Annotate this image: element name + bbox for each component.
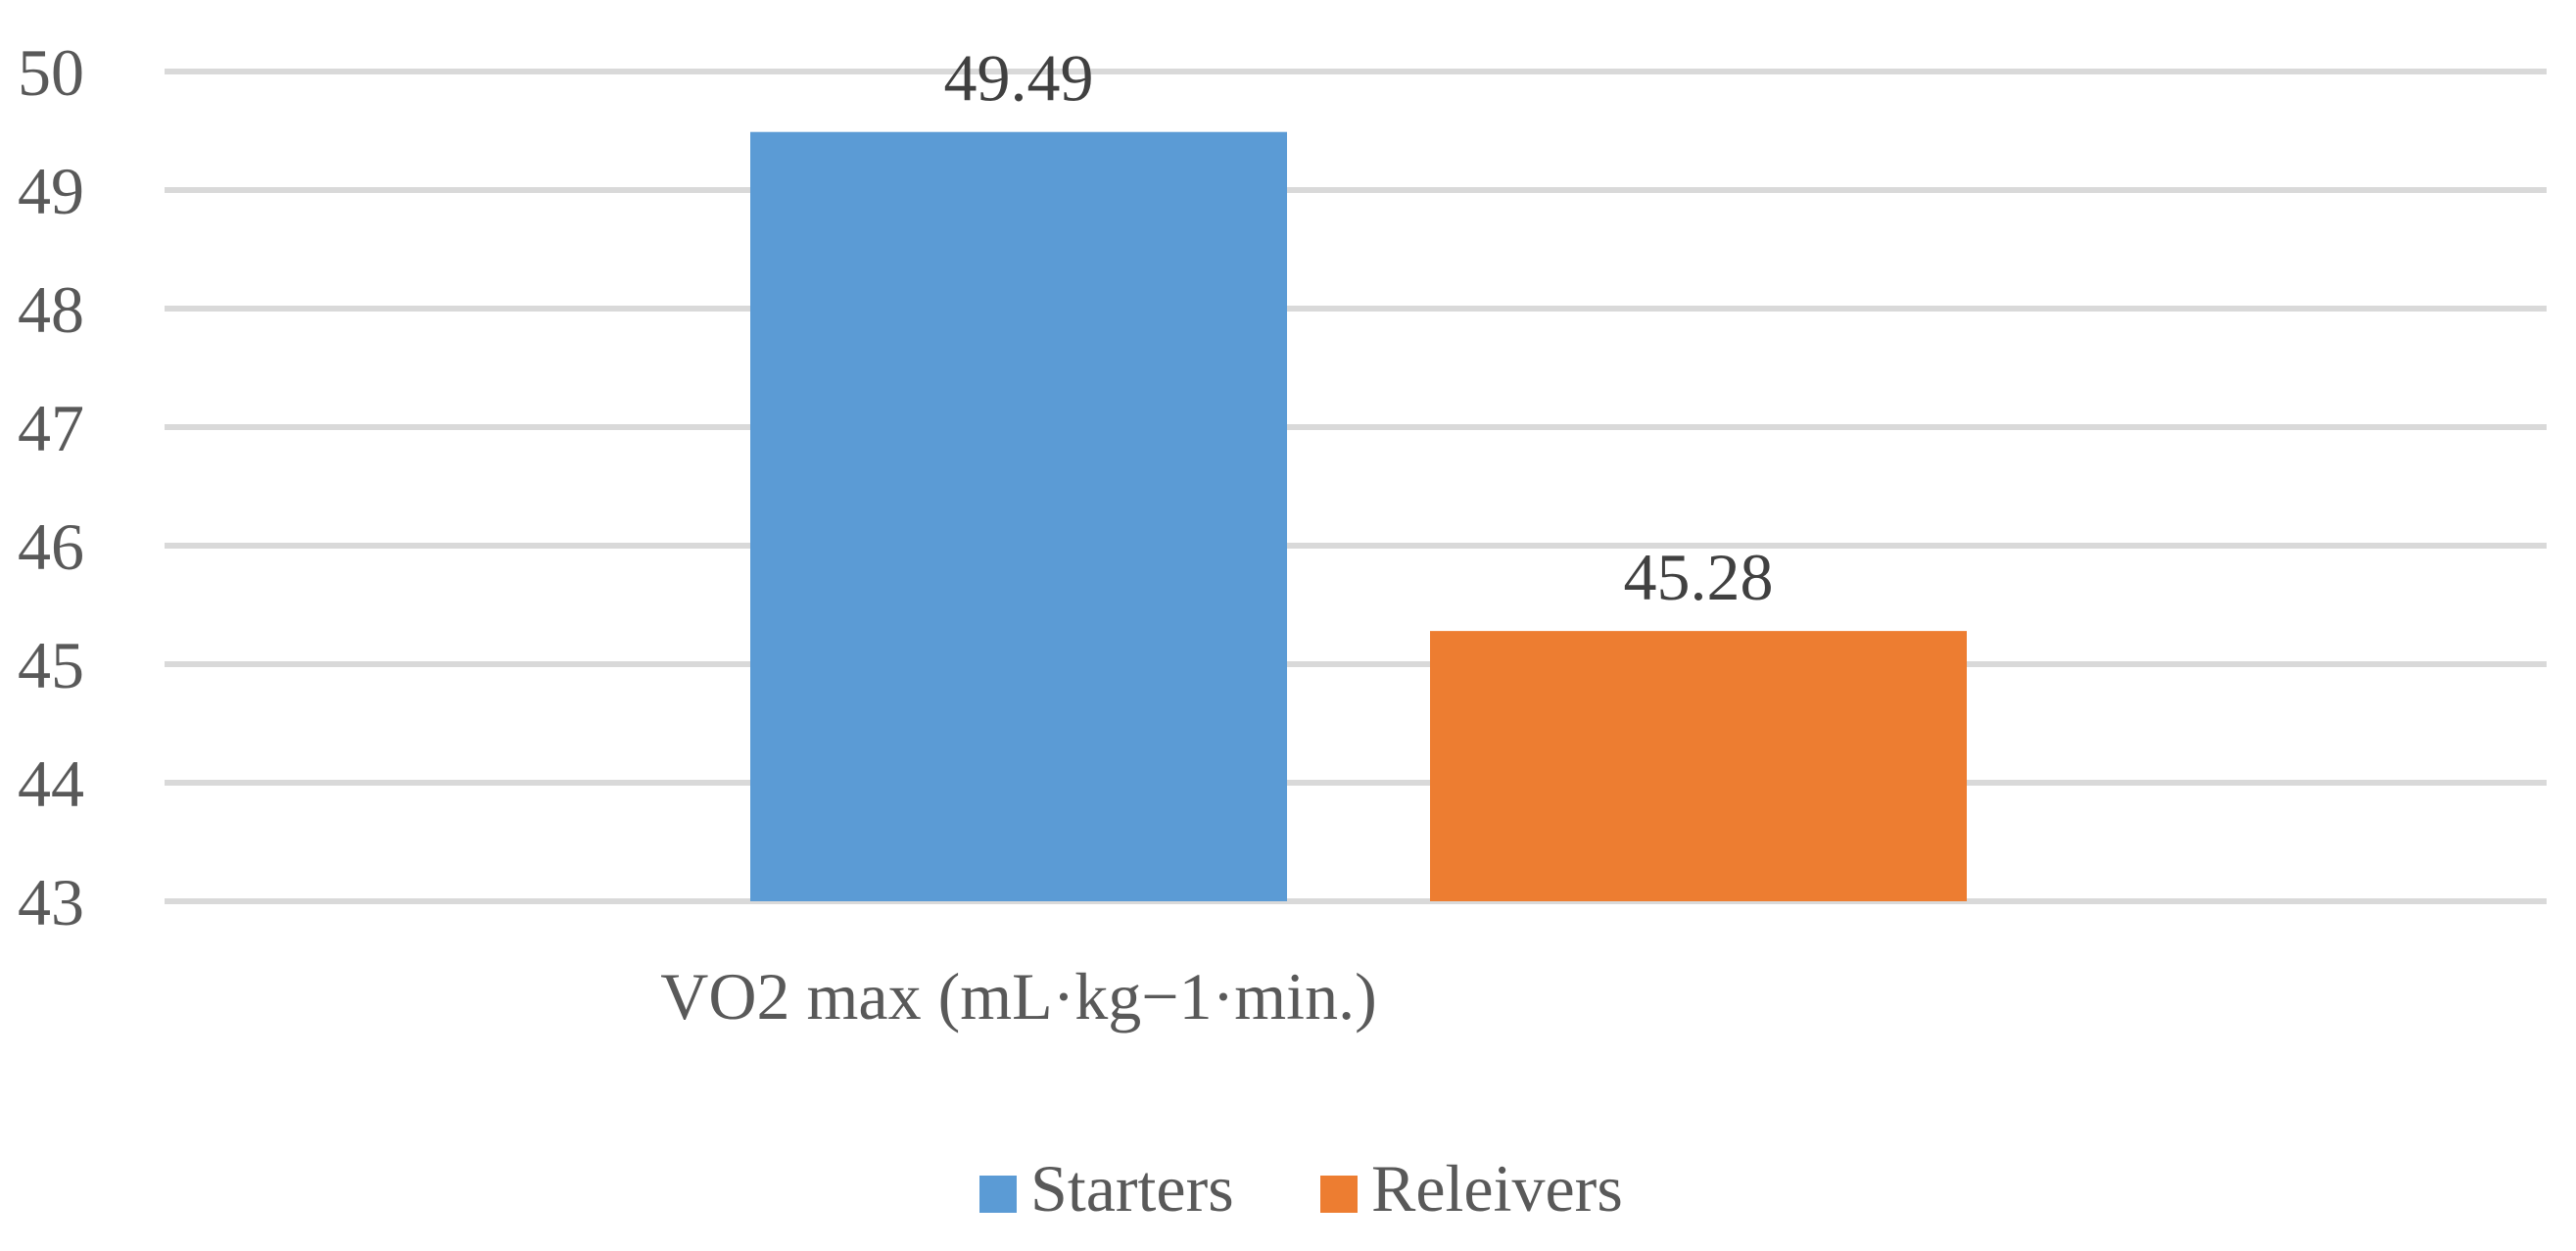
- y-tick-label: 43: [18, 865, 84, 939]
- legend-item-starters: Starters: [979, 1151, 1234, 1226]
- y-tick-label: 50: [18, 35, 84, 110]
- y-tick-label: 47: [18, 391, 84, 465]
- y-tick-label: 44: [18, 746, 84, 821]
- legend-swatch-starters: [979, 1176, 1017, 1213]
- legend: Starters Releivers: [979, 1151, 1623, 1226]
- bar-releivers: [1430, 631, 1967, 901]
- y-tick-label: 46: [18, 509, 84, 584]
- y-tick-label: 48: [18, 272, 84, 347]
- x-axis-category-label: VO2 max (mL·kg−1·min.): [660, 959, 1376, 1034]
- y-tick-label: 45: [18, 628, 84, 702]
- legend-swatch-releivers: [1320, 1176, 1358, 1213]
- legend-label-starters: Starters: [1030, 1151, 1234, 1226]
- data-labels: 49.49 45.28: [944, 41, 1774, 614]
- gridlines: [165, 69, 2547, 904]
- bar-starters: [750, 131, 1287, 901]
- legend-label-releivers: Releivers: [1371, 1151, 1623, 1226]
- y-tick-label: 49: [18, 154, 84, 228]
- data-label-starters: 49.49: [944, 41, 1094, 116]
- legend-item-releivers: Releivers: [1320, 1151, 1623, 1226]
- data-label-releivers: 45.28: [1624, 540, 1774, 614]
- y-axis-tick-labels: 43 44 45 46 47 48 49 50: [18, 35, 84, 939]
- bars: [750, 131, 1967, 901]
